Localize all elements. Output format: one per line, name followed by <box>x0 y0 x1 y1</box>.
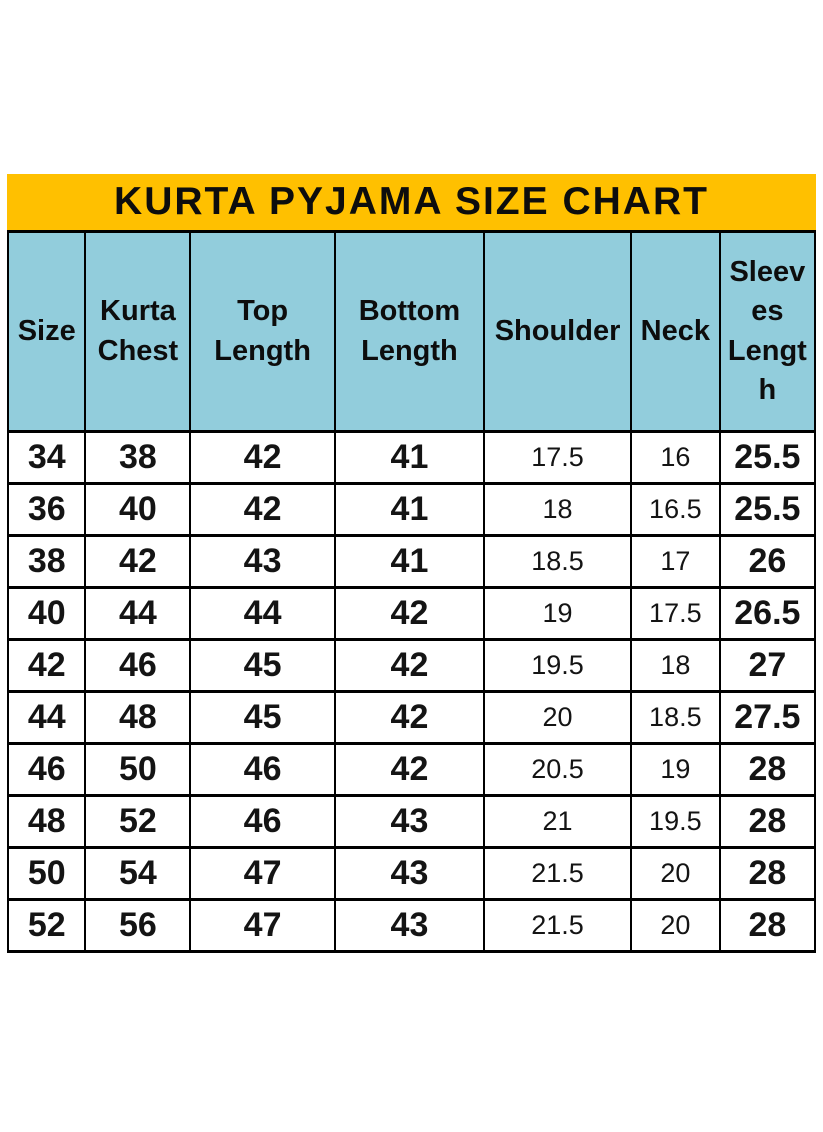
table-row: 52 56 47 43 21.5 20 28 <box>6 898 817 953</box>
cell-shoulder: 18.5 <box>483 534 632 589</box>
cell-neck: 16 <box>629 430 721 485</box>
cell-bottom-length: 42 <box>333 586 486 641</box>
cell-shoulder: 19 <box>483 586 632 641</box>
table-body: 34 38 42 41 17.5 16 25.5 36 40 42 41 18 16.5 25.5 38 42… <box>6 430 817 953</box>
column-header-bottom-length: Bottom Length <box>333 230 486 433</box>
cell-top-length: 46 <box>189 794 336 849</box>
cell-top-length: 44 <box>189 586 336 641</box>
cell-size: 44 <box>6 690 87 745</box>
cell-bottom-length: 42 <box>333 638 486 693</box>
column-header-shoulder: Shoulder <box>483 230 632 433</box>
table-row: 34 38 42 41 17.5 16 25.5 <box>6 430 817 485</box>
cell-top-length: 47 <box>189 846 336 901</box>
cell-shoulder: 17.5 <box>483 430 632 485</box>
table-row: 46 50 46 42 20.5 19 28 <box>6 742 817 797</box>
column-header-top-length: Top Length <box>189 230 336 433</box>
table-row: 40 44 44 42 19 17.5 26.5 <box>6 586 817 641</box>
cell-neck: 19.5 <box>629 794 721 849</box>
column-header-size: Size <box>6 230 87 433</box>
cell-kurta-chest: 44 <box>84 586 192 641</box>
cell-bottom-length: 41 <box>333 430 486 485</box>
cell-kurta-chest: 42 <box>84 534 192 589</box>
cell-sleeves-length: 28 <box>718 898 817 953</box>
cell-sleeves-length: 28 <box>718 742 817 797</box>
cell-bottom-length: 41 <box>333 482 486 537</box>
cell-top-length: 42 <box>189 430 336 485</box>
cell-sleeves-length: 28 <box>718 846 817 901</box>
cell-top-length: 45 <box>189 690 336 745</box>
cell-size: 46 <box>6 742 87 797</box>
cell-kurta-chest: 40 <box>84 482 192 537</box>
cell-size: 38 <box>6 534 87 589</box>
cell-kurta-chest: 46 <box>84 638 192 693</box>
table-row: 38 42 43 41 18.5 17 26 <box>6 534 817 589</box>
cell-neck: 17.5 <box>629 586 721 641</box>
cell-shoulder: 21.5 <box>483 898 632 953</box>
cell-bottom-length: 43 <box>333 898 486 953</box>
cell-bottom-length: 42 <box>333 690 486 745</box>
cell-shoulder: 20.5 <box>483 742 632 797</box>
cell-kurta-chest: 56 <box>84 898 192 953</box>
cell-kurta-chest: 54 <box>84 846 192 901</box>
chart-title-banner: KURTA PYJAMA SIZE CHART <box>7 174 816 230</box>
cell-bottom-length: 41 <box>333 534 486 589</box>
cell-size: 50 <box>6 846 87 901</box>
cell-sleeves-length: 26 <box>718 534 817 589</box>
column-header-neck: Neck <box>629 230 721 433</box>
cell-top-length: 43 <box>189 534 336 589</box>
cell-size: 36 <box>6 482 87 537</box>
table-row: 36 40 42 41 18 16.5 25.5 <box>6 482 817 537</box>
cell-kurta-chest: 48 <box>84 690 192 745</box>
cell-shoulder: 20 <box>483 690 632 745</box>
size-chart: KURTA PYJAMA SIZE CHART Size Kurta Chest… <box>6 174 817 953</box>
cell-shoulder: 21.5 <box>483 846 632 901</box>
cell-size: 52 <box>6 898 87 953</box>
table-row: 42 46 45 42 19.5 18 27 <box>6 638 817 693</box>
cell-neck: 20 <box>629 846 721 901</box>
table-row: 44 48 45 42 20 18.5 27.5 <box>6 690 817 745</box>
table-row: 48 52 46 43 21 19.5 28 <box>6 794 817 849</box>
cell-sleeves-length: 26.5 <box>718 586 817 641</box>
cell-size: 42 <box>6 638 87 693</box>
cell-top-length: 42 <box>189 482 336 537</box>
cell-neck: 20 <box>629 898 721 953</box>
cell-neck: 17 <box>629 534 721 589</box>
cell-size: 48 <box>6 794 87 849</box>
cell-bottom-length: 42 <box>333 742 486 797</box>
cell-bottom-length: 43 <box>333 846 486 901</box>
cell-shoulder: 19.5 <box>483 638 632 693</box>
cell-sleeves-length: 27 <box>718 638 817 693</box>
cell-size: 40 <box>6 586 87 641</box>
cell-shoulder: 21 <box>483 794 632 849</box>
cell-sleeves-length: 28 <box>718 794 817 849</box>
cell-sleeves-length: 27.5 <box>718 690 817 745</box>
cell-top-length: 46 <box>189 742 336 797</box>
cell-sleeves-length: 25.5 <box>718 482 817 537</box>
cell-size: 34 <box>6 430 87 485</box>
cell-bottom-length: 43 <box>333 794 486 849</box>
cell-neck: 18 <box>629 638 721 693</box>
cell-neck: 19 <box>629 742 721 797</box>
column-header-kurta-chest: Kurta Chest <box>84 230 192 433</box>
table-row: 50 54 47 43 21.5 20 28 <box>6 846 817 901</box>
cell-kurta-chest: 52 <box>84 794 192 849</box>
cell-neck: 16.5 <box>629 482 721 537</box>
cell-top-length: 47 <box>189 898 336 953</box>
cell-kurta-chest: 50 <box>84 742 192 797</box>
cell-neck: 18.5 <box>629 690 721 745</box>
cell-kurta-chest: 38 <box>84 430 192 485</box>
header-row: Size Kurta Chest Top Length Bottom Lengt… <box>6 230 817 433</box>
cell-shoulder: 18 <box>483 482 632 537</box>
column-header-sleeves-length: Sleev es Lengt h <box>718 230 817 433</box>
size-table: Size Kurta Chest Top Length Bottom Lengt… <box>6 230 817 953</box>
cell-sleeves-length: 25.5 <box>718 430 817 485</box>
cell-top-length: 45 <box>189 638 336 693</box>
chart-title: KURTA PYJAMA SIZE CHART <box>114 180 709 223</box>
